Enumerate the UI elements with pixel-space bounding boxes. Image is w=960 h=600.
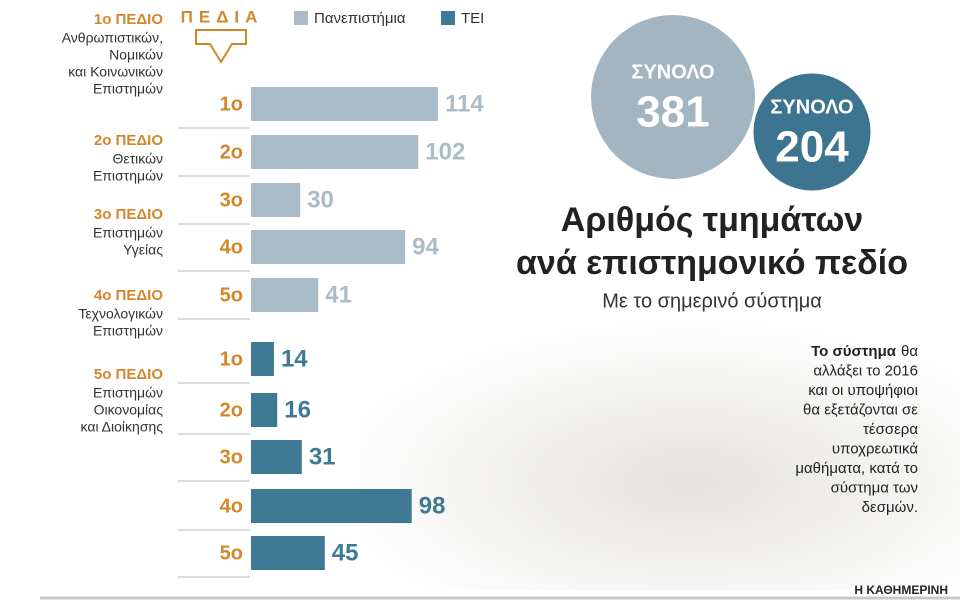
bar (251, 489, 412, 523)
legend-swatch (441, 11, 455, 25)
legend-label: Πανεπιστήμια (314, 10, 406, 27)
category-label: 5ο (220, 284, 243, 306)
field-desc: Τεχνολογικών (78, 306, 163, 322)
total-circle (750, 70, 874, 194)
legend-swatch (294, 11, 308, 25)
field-desc: Επιστημών (93, 225, 163, 241)
field-desc: Ανθρωπιστικών, (62, 30, 163, 46)
field-heading: 2ο ΠΕΔΙΟ (94, 132, 163, 149)
field-desc: Επιστημών (93, 323, 163, 339)
bar (251, 230, 406, 264)
note-line: Το σύστημα θα (811, 343, 918, 360)
arrow-icon (195, 29, 247, 64)
value-label: 102 (425, 138, 465, 165)
note-line: δεσμών. (862, 499, 918, 516)
title: Αριθμός τμημάτων (561, 201, 863, 239)
total-label: ΣΥΝΟΛΟ (631, 61, 714, 83)
value-label: 45 (332, 539, 359, 566)
photo-backdrop (360, 320, 960, 590)
field-desc: Επιστημών (93, 168, 163, 184)
note-line: αλλάξει το 2016 (813, 362, 918, 379)
subtitle: Με το σημερινό σύστημα (602, 290, 822, 312)
value-label: 16 (284, 396, 311, 423)
legend-label: ΤΕΙ (461, 10, 484, 27)
bar (251, 342, 274, 376)
field-desc: και Διοίκησης (81, 419, 164, 435)
field-desc: και Κοινωνικών (68, 64, 163, 80)
value-label: 98 (419, 492, 446, 519)
category-label: 3ο (220, 189, 243, 211)
value-label: 41 (325, 281, 352, 308)
total-value: 381 (636, 88, 709, 137)
category-label: 4ο (220, 236, 243, 258)
category-label: 4ο (220, 495, 243, 517)
field-desc: Οικονομίας (94, 402, 164, 418)
field-desc: Νομικών (109, 47, 163, 63)
category-label: 1ο (220, 348, 243, 370)
category-label: 5ο (220, 542, 243, 564)
bar (251, 87, 438, 121)
note-line: τέσσερα (863, 421, 918, 438)
field-desc: Επιστημών (93, 81, 163, 97)
bar (251, 536, 325, 570)
source: Η ΚΑΘΗΜΕΡΙΝΗ (854, 583, 948, 597)
value-label: 14 (281, 345, 308, 372)
bar (251, 440, 302, 474)
field-desc: Επιστημών (93, 385, 163, 401)
value-label: 30 (307, 186, 334, 213)
total-circle (591, 15, 755, 179)
note-lead: Το σύστημα (811, 343, 897, 360)
category-label: 3ο (220, 446, 243, 468)
title: ανά επιστημονικό πεδίο (516, 244, 908, 282)
field-desc: Θετικών (112, 151, 163, 167)
category-label: 1ο (220, 93, 243, 115)
note-line: υποχρεωτικά (832, 440, 918, 457)
value-label: 31 (309, 443, 336, 470)
value-label: 114 (445, 90, 484, 117)
field-desc: Υγείας (123, 242, 163, 258)
note-line: σύστημα των (831, 479, 918, 496)
category-label: 2ο (220, 141, 243, 163)
note-line: θα εξετάζονται σε (803, 401, 918, 418)
category-label: 2ο (220, 399, 243, 421)
field-heading: 3ο ΠΕΔΙΟ (94, 206, 163, 223)
field-heading: 4ο ΠΕΔΙΟ (94, 287, 163, 304)
header: ΠΕΔΙΑ (181, 7, 264, 26)
total-label: ΣΥΝΟΛΟ (770, 96, 853, 118)
bar (251, 278, 319, 312)
value-label: 94 (412, 233, 439, 260)
note-line: και οι υποψήφιοι (808, 382, 918, 399)
bar (251, 135, 419, 169)
note-line: μαθήματα, κατά το (795, 460, 918, 477)
bar (251, 393, 278, 427)
bar (251, 183, 301, 217)
total-value: 204 (775, 123, 849, 172)
field-heading: 5ο ΠΕΔΙΟ (94, 366, 163, 383)
note-text: θα (901, 343, 918, 360)
field-heading: 1ο ΠΕΔΙΟ (94, 11, 163, 28)
